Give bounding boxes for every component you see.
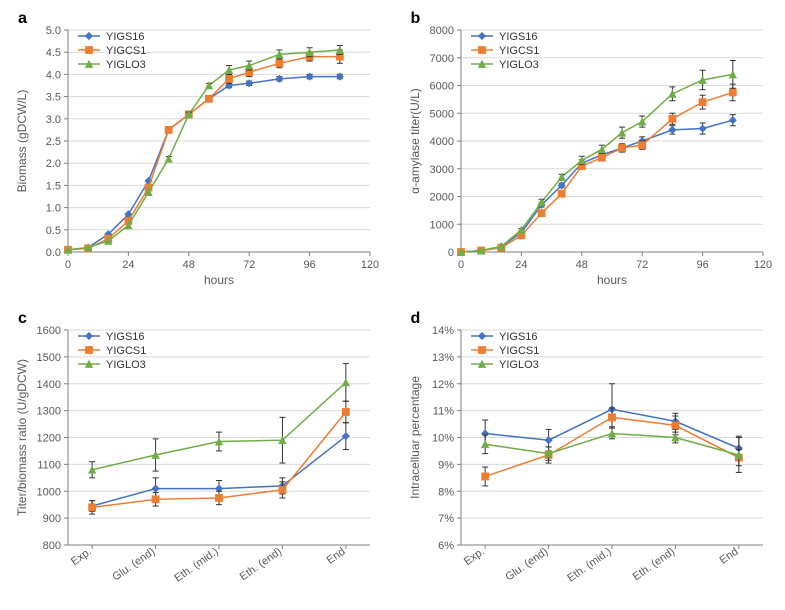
svg-text:1600: 1600 [37,325,61,337]
svg-text:24: 24 [515,259,527,271]
svg-text:120: 120 [361,259,379,271]
svg-text:Glu. (end): Glu. (end) [503,546,550,584]
panel-b-label: b [411,10,421,28]
svg-text:13%: 13% [431,352,453,364]
panel-a: a 0.0 0.5 1.0 1.5 2.0 2.5 3.0 3.5 4.0 4.5 5.0 0 24 48… [10,10,383,300]
svg-text:14%: 14% [431,325,453,337]
svg-text:0: 0 [457,259,463,271]
svg-text:YIGCS1: YIGCS1 [106,45,146,57]
svg-text:YIGCS1: YIGCS1 [106,345,146,357]
svg-text:8%: 8% [438,486,454,498]
svg-text:Exp.: Exp. [69,546,94,568]
chart-c: 800 900 1000 1100 1200 1300 1400 1500 1600 Exp. Gl… [10,310,382,600]
svg-text:6%: 6% [438,540,454,552]
svg-text:α-amylase titer(U/L): α-amylase titer(U/L) [408,88,422,194]
svg-text:72: 72 [243,259,255,271]
svg-text:Eth. (end): Eth. (end) [630,546,676,584]
svg-text:3.5: 3.5 [46,92,61,104]
svg-text:6000: 6000 [429,81,453,93]
svg-text:120: 120 [753,259,771,271]
svg-text:Eth. (mid.): Eth. (mid.) [172,546,220,585]
svg-text:hours: hours [204,273,234,287]
chart-a: 0.0 0.5 1.0 1.5 2.0 2.5 3.0 3.5 4.0 4.5 5.0 0 24 48 72… [10,10,382,290]
svg-text:0: 0 [447,247,453,259]
svg-text:YIGS16: YIGS16 [499,31,538,43]
svg-text:4000: 4000 [429,136,453,148]
svg-text:5.0: 5.0 [46,25,61,37]
svg-text:2.5: 2.5 [46,136,61,148]
panel-d-label: d [411,310,421,328]
svg-text:1100: 1100 [37,459,61,471]
svg-text:800: 800 [43,540,61,552]
svg-text:Eth. (end): Eth. (end) [238,546,284,584]
svg-text:YIGS16: YIGS16 [106,331,145,343]
svg-text:900: 900 [43,513,61,525]
svg-text:0: 0 [65,259,71,271]
svg-text:YIGLO3: YIGLO3 [106,59,146,71]
panel-a-label: a [18,10,27,28]
panel-c: c 800 900 1000 1100 1200 1300 1400 1500 1600 Exp.… [10,310,383,600]
svg-text:YIGS16: YIGS16 [499,331,538,343]
panel-c-label: c [18,310,27,328]
svg-text:3000: 3000 [429,164,453,176]
panel-d: d 6% 7% 8% 9% 10% 11% 12% 13% 14% Exp. Glu. (end) E… [403,310,776,600]
svg-text:7%: 7% [438,513,454,525]
panel-b: b 0 1000 2000 3000 4000 5000 6000 7000 8000 0 24 48… [403,10,776,300]
svg-text:YIGCS1: YIGCS1 [499,345,539,357]
chart-grid: a 0.0 0.5 1.0 1.5 2.0 2.5 3.0 3.5 4.0 4.5 5.0 0 24 48… [10,10,775,600]
svg-text:4.0: 4.0 [46,69,61,81]
svg-text:3.0: 3.0 [46,114,61,126]
svg-text:96: 96 [303,259,315,271]
svg-text:Glu. (end): Glu. (end) [110,546,157,584]
svg-text:YIGLO3: YIGLO3 [499,59,539,71]
svg-text:9%: 9% [438,459,454,471]
svg-text:8000: 8000 [429,25,453,37]
svg-text:Intracelluar percentage: Intracelluar percentage [408,376,422,499]
svg-text:1000: 1000 [37,486,61,498]
svg-text:Titer/biomass ratio (U/gDCW): Titer/biomass ratio (U/gDCW) [15,359,29,516]
svg-text:10%: 10% [431,433,453,445]
svg-text:End: End [325,546,348,567]
svg-text:0.5: 0.5 [46,225,61,237]
svg-text:Eth. (mid.): Eth. (mid.) [565,546,613,585]
svg-text:5000: 5000 [429,108,453,120]
svg-text:1000: 1000 [429,219,453,231]
svg-text:96: 96 [696,259,708,271]
svg-text:0.0: 0.0 [46,247,61,259]
svg-text:11%: 11% [432,406,453,418]
svg-text:2.0: 2.0 [46,158,61,170]
chart-b: 0 1000 2000 3000 4000 5000 6000 7000 8000 0 24 48 72… [403,10,775,290]
svg-text:1400: 1400 [37,379,61,391]
svg-text:1.5: 1.5 [46,180,61,192]
svg-text:Biomass (gDCW/L): Biomass (gDCW/L) [15,90,29,193]
chart-d: 6% 7% 8% 9% 10% 11% 12% 13% 14% Exp. Glu. (end) Eth… [403,310,775,600]
svg-text:48: 48 [183,259,195,271]
svg-text:48: 48 [575,259,587,271]
svg-text:12%: 12% [431,379,453,391]
svg-text:End: End [717,546,740,567]
svg-text:YIGCS1: YIGCS1 [499,45,539,57]
svg-text:72: 72 [636,259,648,271]
svg-text:2000: 2000 [429,192,453,204]
svg-text:1300: 1300 [37,406,61,418]
svg-text:YIGLO3: YIGLO3 [499,359,539,371]
svg-text:4.5: 4.5 [46,47,61,59]
svg-text:YIGLO3: YIGLO3 [106,359,146,371]
svg-text:24: 24 [122,259,134,271]
svg-text:Exp.: Exp. [461,546,486,568]
svg-text:1200: 1200 [37,433,61,445]
svg-text:1500: 1500 [37,352,61,364]
svg-text:1.0: 1.0 [46,203,61,215]
svg-text:7000: 7000 [429,53,453,65]
svg-text:YIGS16: YIGS16 [106,31,145,43]
svg-text:hours: hours [596,273,626,287]
